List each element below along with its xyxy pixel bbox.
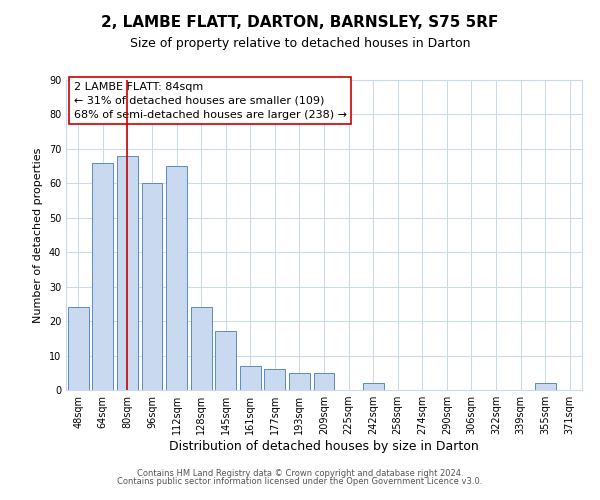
Bar <box>314 373 334 390</box>
Bar <box>166 166 187 390</box>
X-axis label: Distribution of detached houses by size in Darton: Distribution of detached houses by size … <box>169 440 479 453</box>
Bar <box>265 370 286 390</box>
Bar <box>289 373 310 390</box>
Bar <box>535 383 556 390</box>
Text: Contains public sector information licensed under the Open Government Licence v3: Contains public sector information licen… <box>118 477 482 486</box>
Bar <box>191 308 212 390</box>
Bar <box>215 332 236 390</box>
Bar <box>92 162 113 390</box>
Text: 2, LAMBE FLATT, DARTON, BARNSLEY, S75 5RF: 2, LAMBE FLATT, DARTON, BARNSLEY, S75 5R… <box>101 15 499 30</box>
Bar <box>362 383 383 390</box>
Bar <box>117 156 138 390</box>
Y-axis label: Number of detached properties: Number of detached properties <box>33 148 43 322</box>
Text: 2 LAMBE FLATT: 84sqm
← 31% of detached houses are smaller (109)
68% of semi-deta: 2 LAMBE FLATT: 84sqm ← 31% of detached h… <box>74 82 347 120</box>
Bar <box>240 366 261 390</box>
Bar <box>68 308 89 390</box>
Text: Contains HM Land Registry data © Crown copyright and database right 2024.: Contains HM Land Registry data © Crown c… <box>137 468 463 477</box>
Bar <box>142 184 163 390</box>
Text: Size of property relative to detached houses in Darton: Size of property relative to detached ho… <box>130 38 470 51</box>
